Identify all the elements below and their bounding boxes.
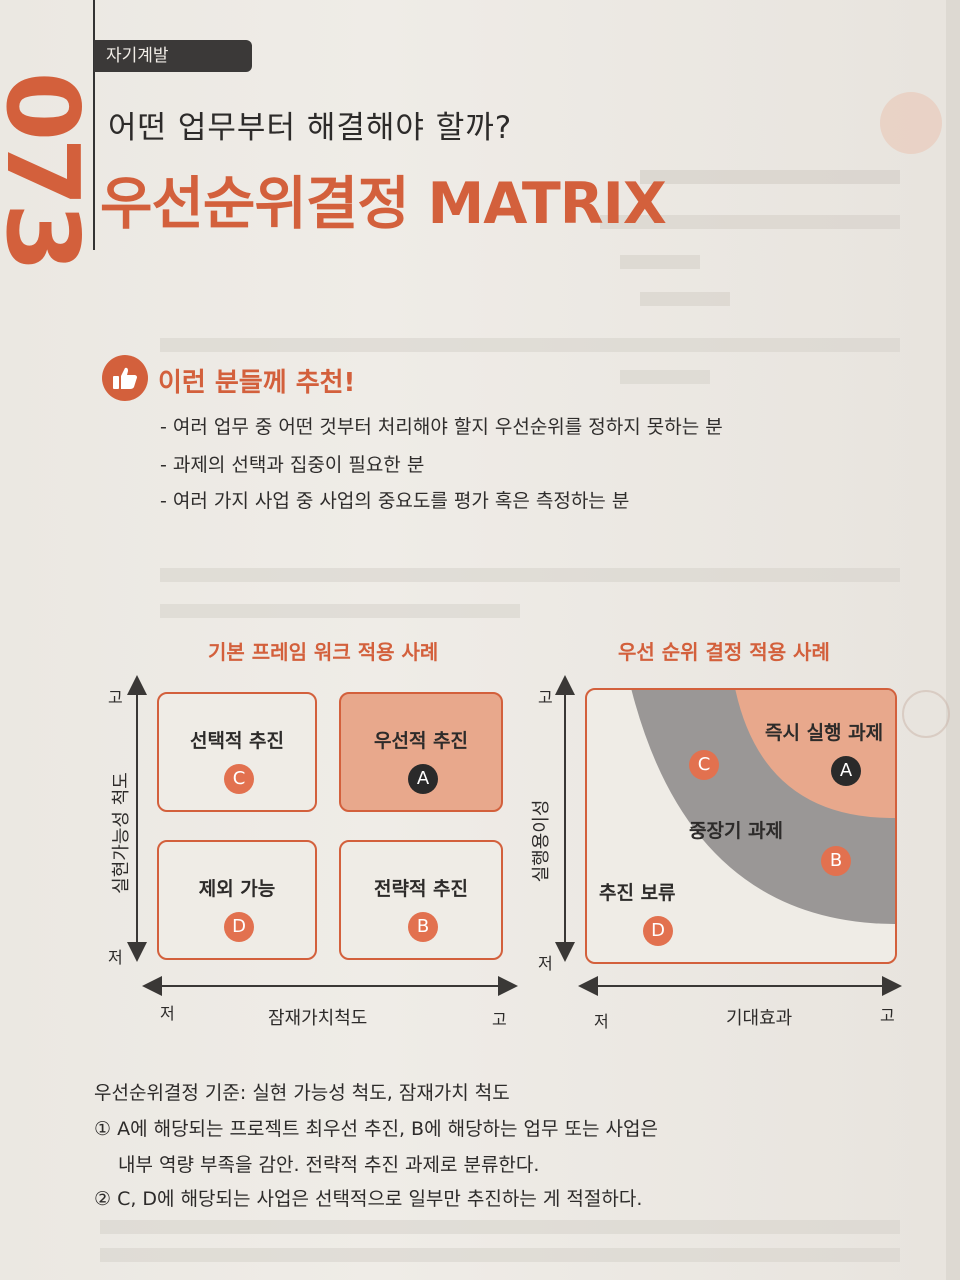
- zone-label-mid-long: 중장기 과제: [689, 820, 784, 842]
- matrix-cell-priority: 우선적 추진 A: [339, 692, 503, 812]
- left-diagram-title: 기본 프레임 워크 적용 사례: [208, 640, 439, 664]
- badge-c: C: [689, 750, 719, 780]
- badge-a: A: [408, 764, 438, 794]
- background-bleed: [600, 215, 900, 229]
- background-bleed: [640, 170, 900, 184]
- background-bleed: [100, 1248, 900, 1262]
- background-bleed: [160, 338, 900, 352]
- recommendation-item: - 과제의 선택과 집중이 필요한 분: [160, 454, 425, 476]
- left-x-axis-label: 잠재가치척도: [268, 1008, 368, 1029]
- background-bleed: [100, 1220, 900, 1234]
- background-bleed-circle: [902, 690, 950, 738]
- badge-a: A: [831, 756, 861, 786]
- immediate-zone: [735, 690, 895, 818]
- right-y-axis-label: 실행용이성: [531, 799, 552, 883]
- zone-label-immediate: 즉시 실행 과제: [765, 722, 884, 744]
- category-tab: 자기계발: [94, 40, 252, 72]
- background-bleed: [640, 292, 730, 306]
- left-x-low: 저: [160, 1004, 175, 1023]
- left-y-high: 고: [108, 688, 123, 707]
- criteria-point-1-cont: 내부 역량 부족을 감안. 전략적 추진 과제로 분류한다.: [118, 1154, 540, 1176]
- badge-c: C: [224, 764, 254, 794]
- cell-label: 우선적 추진: [373, 730, 468, 752]
- recommendation-item: - 여러 가지 사업 중 사업의 중요도를 평가 혹은 측정하는 분: [160, 490, 630, 512]
- right-x-axis-label: 기대효과: [726, 1008, 793, 1029]
- matrix-cell-strategic: 전략적 추진 B: [339, 840, 503, 960]
- right-diagram-title: 우선 순위 결정 적용 사례: [618, 640, 830, 664]
- right-x-high: 고: [880, 1006, 895, 1025]
- diagram-axes: [127, 675, 902, 996]
- badge-b: B: [408, 912, 438, 942]
- right-x-low: 저: [594, 1012, 609, 1031]
- criteria-heading: 우선순위결정 기준: 실현 가능성 척도, 잠재가치 척도: [94, 1082, 510, 1104]
- criteria-point-2: ② C, D에 해당되는 사업은 선택적으로 일부만 추진하는 게 적절하다.: [94, 1188, 643, 1210]
- matrix-cell-selective: 선택적 추진 C: [157, 692, 317, 812]
- background-bleed: [620, 255, 700, 269]
- badge-b: B: [821, 846, 851, 876]
- background-bleed-circle: [880, 92, 942, 154]
- recommendation-title: 이런 분들께 추천!: [158, 368, 356, 398]
- right-y-high: 고: [538, 688, 553, 707]
- left-y-axis-label: 실현가능성 척도: [111, 772, 132, 894]
- badge-d: D: [643, 916, 673, 946]
- recommendation-item: - 여러 업무 중 어떤 것부터 처리해야 할지 우선순위를 정하지 못하는 분: [160, 416, 723, 438]
- thumbs-up-icon: [102, 355, 148, 401]
- left-y-low: 저: [108, 948, 123, 967]
- cell-label: 전략적 추진: [373, 878, 468, 900]
- left-x-high: 고: [492, 1010, 507, 1029]
- cell-label: 제외 가능: [198, 878, 276, 900]
- zone-label-hold: 추진 보류: [599, 882, 676, 904]
- cell-label: 선택적 추진: [189, 730, 284, 752]
- priority-zone-chart: 즉시 실행 과제 중장기 과제 추진 보류 C A B D: [585, 688, 897, 964]
- matrix-cell-excludable: 제외 가능 D: [157, 840, 317, 960]
- page-subtitle: 어떤 업무부터 해결해야 할까?: [108, 110, 513, 146]
- background-bleed: [160, 604, 520, 618]
- badge-d: D: [224, 912, 254, 942]
- criteria-point-1: ① A에 해당되는 프로젝트 최우선 추진, B에 해당하는 업무 또는 사업은: [94, 1118, 658, 1140]
- right-y-low: 저: [538, 954, 553, 973]
- background-bleed: [620, 370, 710, 384]
- background-bleed: [160, 568, 900, 582]
- page-title: 우선순위결정 MATRIX: [100, 171, 667, 237]
- header-divider: [93, 0, 95, 250]
